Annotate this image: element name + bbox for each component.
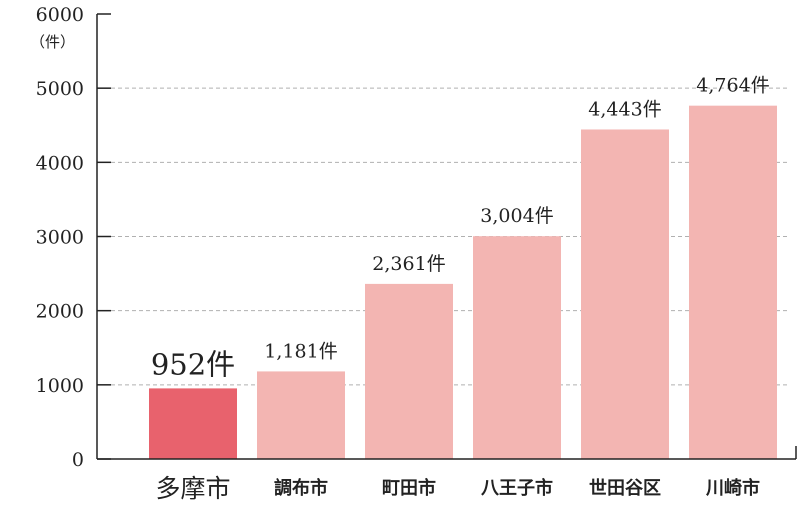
y-tick-label: 6000 bbox=[36, 4, 84, 26]
bars bbox=[149, 105, 777, 460]
bar-value-label: 4,443件 bbox=[588, 98, 661, 120]
bar bbox=[581, 129, 669, 460]
bar bbox=[365, 283, 453, 459]
bar-value-label: 2,361件 bbox=[372, 253, 445, 275]
category-label: 多摩市 bbox=[155, 474, 230, 503]
bar bbox=[473, 236, 561, 459]
category-label: 八王子市 bbox=[481, 477, 553, 499]
y-ticks: 0 1000 2000 3000 4000 5000 6000 bbox=[36, 4, 111, 471]
y-unit-label: （件） bbox=[30, 33, 75, 51]
bar-value-label: 3,004件 bbox=[480, 205, 553, 227]
category-label: 調布市 bbox=[274, 477, 328, 499]
bar-value-label: 4,764件 bbox=[696, 75, 769, 97]
y-tick-label: 1000 bbox=[36, 375, 84, 397]
gridlines bbox=[97, 87, 790, 386]
y-tick-label: 0 bbox=[72, 449, 84, 471]
y-tick-label: 2000 bbox=[36, 301, 84, 323]
y-tick-label: 5000 bbox=[36, 78, 84, 100]
y-tick-label: 3000 bbox=[36, 227, 84, 249]
category-labels: 多摩市 調布市 町田市 八王子市 世田谷区 川崎市 bbox=[155, 474, 760, 503]
category-label: 町田市 bbox=[382, 477, 436, 499]
y-tick-label: 4000 bbox=[36, 152, 84, 174]
bar bbox=[257, 371, 345, 459]
value-labels: 952件 1,181件 2,361件 3,004件 4,443件 4,764件 bbox=[151, 75, 770, 382]
category-label: 世田谷区 bbox=[589, 478, 661, 499]
bar bbox=[689, 105, 777, 460]
bar-highlighted bbox=[149, 388, 237, 459]
bar-value-label: 952件 bbox=[151, 347, 235, 381]
category-label: 川崎市 bbox=[705, 477, 760, 499]
bar-value-label: 1,181件 bbox=[264, 340, 337, 362]
